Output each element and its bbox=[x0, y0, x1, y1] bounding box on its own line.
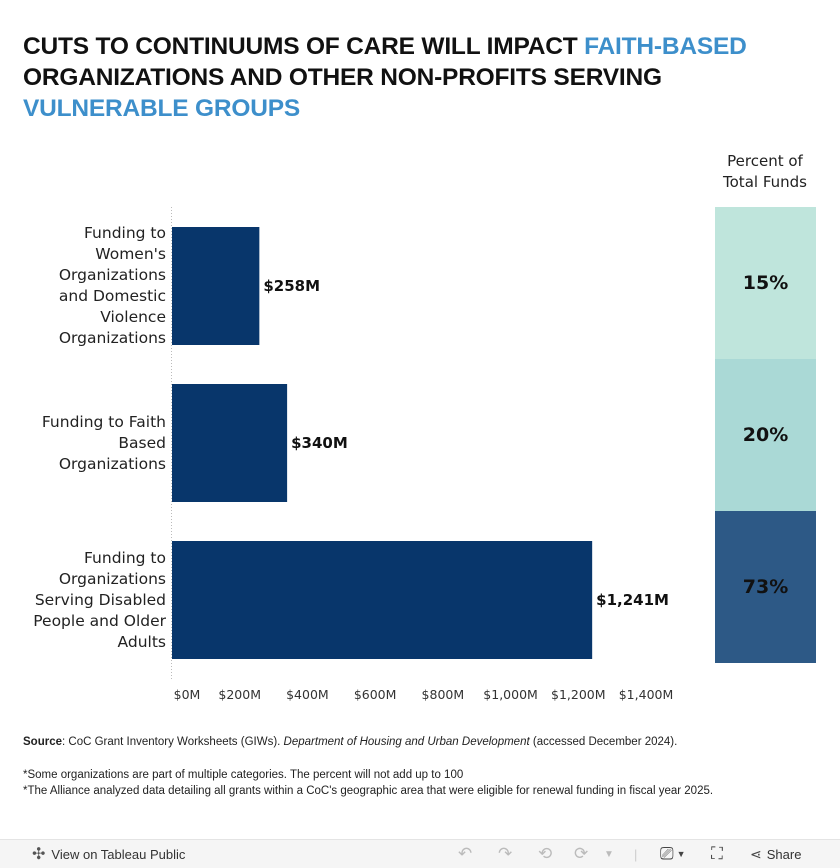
refresh-icon[interactable]: ⟳ bbox=[574, 844, 589, 863]
category-label: Funding to Women's Organizations and Dom… bbox=[58, 224, 166, 347]
x-tick-label: $1,000M bbox=[483, 687, 538, 702]
percent-segment: 73% bbox=[715, 511, 816, 663]
fullscreen-icon[interactable]: ⛶ bbox=[711, 844, 723, 863]
tableau-logo-icon: ✣ bbox=[32, 846, 46, 863]
x-tick-label: $800M bbox=[422, 687, 465, 702]
percent-segment: 20% bbox=[715, 359, 816, 511]
undo-icon[interactable]: ↶ bbox=[458, 844, 473, 863]
source-tail: (accessed December 2024). bbox=[529, 736, 678, 748]
bar-value-label: $340M bbox=[291, 434, 348, 452]
x-tick-label: $0M bbox=[174, 687, 201, 702]
bar-value-label: $258M bbox=[263, 277, 320, 295]
bar[interactable] bbox=[172, 384, 288, 502]
source-line: Source: CoC Grant Inventory Worksheets (… bbox=[23, 734, 823, 750]
bar-value-label: $1,241M bbox=[596, 591, 669, 609]
share-button[interactable]: ⋖ Share bbox=[750, 840, 801, 868]
x-tick-label: $400M bbox=[286, 687, 329, 702]
category-label: Funding to Organizations Serving Disable… bbox=[33, 548, 166, 651]
title-highlight: VULNERABLE GROUPS bbox=[23, 95, 301, 122]
x-tick-label: $200M bbox=[218, 687, 261, 702]
source-text: : CoC Grant Inventory Worksheets (GIWs). bbox=[62, 736, 284, 748]
revert-icon[interactable]: ⟲ bbox=[538, 844, 553, 863]
source-label: Source bbox=[23, 736, 62, 748]
view-on-tableau-label: View on Tableau Public bbox=[51, 846, 186, 862]
title-part: ORGANIZATIONS AND OTHER NON-PROFITS SERV… bbox=[23, 64, 662, 91]
share-icon: ⋖ bbox=[750, 845, 762, 862]
chart-title: CUTS TO CONTINUUMS OF CARE WILL IMPACT F… bbox=[23, 31, 823, 124]
share-label: Share bbox=[766, 846, 802, 862]
bar-chart: $258M $340M $1,241M $0M $200M $400M $600M $800M… bbox=[171, 207, 674, 702]
bar[interactable] bbox=[172, 227, 260, 345]
title-highlight: FAITH-BASED bbox=[584, 33, 747, 60]
category-label: Funding to Faith Based Organizations bbox=[41, 412, 166, 473]
refresh-dropdown-icon[interactable]: ▼ bbox=[604, 848, 614, 860]
footnote-1: *Some organizations are part of multiple… bbox=[23, 769, 464, 781]
toolbar-divider: | bbox=[634, 846, 638, 862]
tableau-toolbar: ✣ View on Tableau Public ↶ ↷ ⟲ ⟳ ▼ | ⎚ ▼ … bbox=[0, 839, 840, 868]
notes: Source: CoC Grant Inventory Worksheets (… bbox=[23, 734, 823, 799]
title-part: CUTS TO CONTINUUMS OF CARE WILL IMPACT bbox=[23, 33, 585, 60]
source-agency: Department of Housing and Urban Developm… bbox=[283, 736, 530, 748]
percent-header: Percent of Total Funds bbox=[723, 152, 807, 191]
x-tick-label: $600M bbox=[354, 687, 397, 702]
footnote-2: *The Alliance analyzed data detailing al… bbox=[23, 785, 714, 797]
x-tick-label: $1,400M bbox=[619, 687, 674, 702]
x-tick-label: $1,200M bbox=[551, 687, 606, 702]
bar[interactable] bbox=[172, 541, 593, 659]
download-icon[interactable]: ⎚ ▼ bbox=[660, 844, 686, 863]
percent-segment: 15% bbox=[715, 207, 816, 359]
view-on-tableau-button[interactable]: ✣ View on Tableau Public bbox=[32, 840, 185, 868]
redo-icon[interactable]: ↷ bbox=[498, 844, 513, 863]
